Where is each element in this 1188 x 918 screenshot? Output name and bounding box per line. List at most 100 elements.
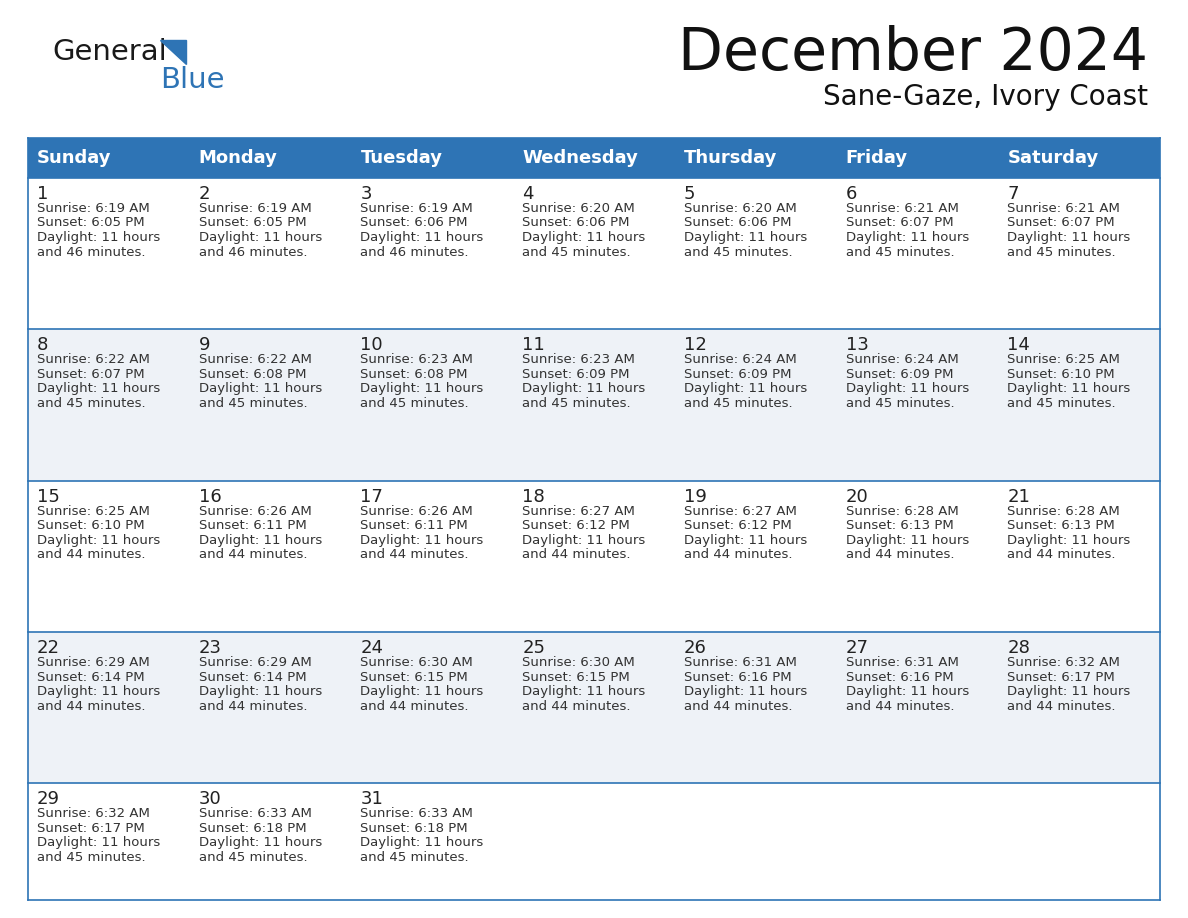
Text: Thursday: Thursday [684,149,777,167]
Text: Sunrise: 6:28 AM: Sunrise: 6:28 AM [846,505,959,518]
Text: 19: 19 [684,487,707,506]
Text: Daylight: 11 hours: Daylight: 11 hours [360,533,484,547]
Text: 5: 5 [684,185,695,203]
Text: and 45 minutes.: and 45 minutes. [198,851,308,864]
Text: Daylight: 11 hours: Daylight: 11 hours [684,685,807,698]
Text: Sunrise: 6:23 AM: Sunrise: 6:23 AM [523,353,636,366]
Text: Sunset: 6:18 PM: Sunset: 6:18 PM [198,822,307,835]
Text: Sunset: 6:11 PM: Sunset: 6:11 PM [360,520,468,532]
Text: Daylight: 11 hours: Daylight: 11 hours [523,685,645,698]
Text: Sunrise: 6:26 AM: Sunrise: 6:26 AM [360,505,473,518]
Text: and 44 minutes.: and 44 minutes. [360,700,469,712]
Text: Sunset: 6:16 PM: Sunset: 6:16 PM [684,670,791,684]
Text: Sunrise: 6:20 AM: Sunrise: 6:20 AM [523,202,634,215]
Text: Sunrise: 6:25 AM: Sunrise: 6:25 AM [1007,353,1120,366]
Text: and 45 minutes.: and 45 minutes. [1007,245,1116,259]
Text: and 44 minutes.: and 44 minutes. [684,700,792,712]
Text: Daylight: 11 hours: Daylight: 11 hours [523,383,645,396]
Text: Daylight: 11 hours: Daylight: 11 hours [846,533,969,547]
Text: 17: 17 [360,487,384,506]
Text: 13: 13 [846,336,868,354]
Text: Daylight: 11 hours: Daylight: 11 hours [846,231,969,244]
Text: Daylight: 11 hours: Daylight: 11 hours [360,836,484,849]
Text: and 45 minutes.: and 45 minutes. [846,397,954,409]
Text: and 44 minutes.: and 44 minutes. [846,700,954,712]
Bar [29,633,1159,783]
Text: 4: 4 [523,185,533,203]
Bar [29,481,1159,633]
Text: and 46 minutes.: and 46 minutes. [37,245,145,259]
Text: Sunset: 6:15 PM: Sunset: 6:15 PM [523,670,630,684]
Text: Sunrise: 6:24 AM: Sunrise: 6:24 AM [684,353,797,366]
Text: Sunrise: 6:22 AM: Sunrise: 6:22 AM [37,353,150,366]
Text: Sunset: 6:09 PM: Sunset: 6:09 PM [846,368,953,381]
Text: Sunset: 6:14 PM: Sunset: 6:14 PM [37,670,145,684]
Text: Monday: Monday [198,149,278,167]
Text: Sunset: 6:18 PM: Sunset: 6:18 PM [360,822,468,835]
Text: Sunset: 6:16 PM: Sunset: 6:16 PM [846,670,953,684]
Text: 12: 12 [684,336,707,354]
Text: Sunset: 6:08 PM: Sunset: 6:08 PM [198,368,307,381]
Text: and 44 minutes.: and 44 minutes. [360,548,469,561]
Bar [29,330,1159,481]
Text: Sunrise: 6:31 AM: Sunrise: 6:31 AM [684,656,797,669]
Text: and 45 minutes.: and 45 minutes. [198,397,308,409]
Text: Sunset: 6:05 PM: Sunset: 6:05 PM [198,217,307,230]
Text: and 45 minutes.: and 45 minutes. [37,851,146,864]
Text: Sunset: 6:10 PM: Sunset: 6:10 PM [1007,368,1114,381]
Text: 8: 8 [37,336,49,354]
Text: Daylight: 11 hours: Daylight: 11 hours [198,383,322,396]
Text: 15: 15 [37,487,59,506]
Text: 9: 9 [198,336,210,354]
Text: Wednesday: Wednesday [523,149,638,167]
Text: Sunset: 6:07 PM: Sunset: 6:07 PM [846,217,953,230]
Text: Sunrise: 6:33 AM: Sunrise: 6:33 AM [360,808,473,821]
Text: Sunrise: 6:29 AM: Sunrise: 6:29 AM [37,656,150,669]
Text: Sunrise: 6:22 AM: Sunrise: 6:22 AM [198,353,311,366]
Text: Daylight: 11 hours: Daylight: 11 hours [37,685,160,698]
Text: Daylight: 11 hours: Daylight: 11 hours [37,836,160,849]
Text: 24: 24 [360,639,384,657]
Text: Daylight: 11 hours: Daylight: 11 hours [37,383,160,396]
Text: and 45 minutes.: and 45 minutes. [37,397,146,409]
Text: Blue: Blue [160,66,225,94]
Text: Sunrise: 6:28 AM: Sunrise: 6:28 AM [1007,505,1120,518]
Text: and 45 minutes.: and 45 minutes. [684,397,792,409]
Text: Sunset: 6:11 PM: Sunset: 6:11 PM [198,520,307,532]
Text: Tuesday: Tuesday [360,149,442,167]
Text: and 44 minutes.: and 44 minutes. [1007,700,1116,712]
Text: and 45 minutes.: and 45 minutes. [684,245,792,259]
Text: Sunset: 6:10 PM: Sunset: 6:10 PM [37,520,145,532]
Text: Daylight: 11 hours: Daylight: 11 hours [198,231,322,244]
Text: Sunrise: 6:21 AM: Sunrise: 6:21 AM [1007,202,1120,215]
Text: Daylight: 11 hours: Daylight: 11 hours [684,231,807,244]
Text: Daylight: 11 hours: Daylight: 11 hours [1007,231,1131,244]
Text: Daylight: 11 hours: Daylight: 11 hours [37,533,160,547]
Text: Sunrise: 6:30 AM: Sunrise: 6:30 AM [523,656,634,669]
Text: Sunset: 6:17 PM: Sunset: 6:17 PM [37,822,145,835]
Text: Sunrise: 6:23 AM: Sunrise: 6:23 AM [360,353,473,366]
Text: 16: 16 [198,487,221,506]
Text: 3: 3 [360,185,372,203]
Text: Saturday: Saturday [1007,149,1099,167]
Text: Daylight: 11 hours: Daylight: 11 hours [37,231,160,244]
Text: 18: 18 [523,487,545,506]
Text: Sunrise: 6:27 AM: Sunrise: 6:27 AM [523,505,636,518]
Text: Sunrise: 6:20 AM: Sunrise: 6:20 AM [684,202,797,215]
Text: 26: 26 [684,639,707,657]
Text: Sunrise: 6:32 AM: Sunrise: 6:32 AM [37,808,150,821]
Text: Daylight: 11 hours: Daylight: 11 hours [684,383,807,396]
Text: Daylight: 11 hours: Daylight: 11 hours [846,383,969,396]
Text: and 45 minutes.: and 45 minutes. [523,245,631,259]
Text: 31: 31 [360,790,384,809]
Text: Sunset: 6:06 PM: Sunset: 6:06 PM [684,217,791,230]
Text: and 45 minutes.: and 45 minutes. [1007,397,1116,409]
Text: Sunset: 6:06 PM: Sunset: 6:06 PM [523,217,630,230]
Text: 29: 29 [37,790,61,809]
Text: 11: 11 [523,336,545,354]
Text: Sunset: 6:12 PM: Sunset: 6:12 PM [684,520,791,532]
Text: and 44 minutes.: and 44 minutes. [684,548,792,561]
Text: and 45 minutes.: and 45 minutes. [360,851,469,864]
Text: December 2024: December 2024 [678,25,1148,82]
Text: Sunrise: 6:32 AM: Sunrise: 6:32 AM [1007,656,1120,669]
